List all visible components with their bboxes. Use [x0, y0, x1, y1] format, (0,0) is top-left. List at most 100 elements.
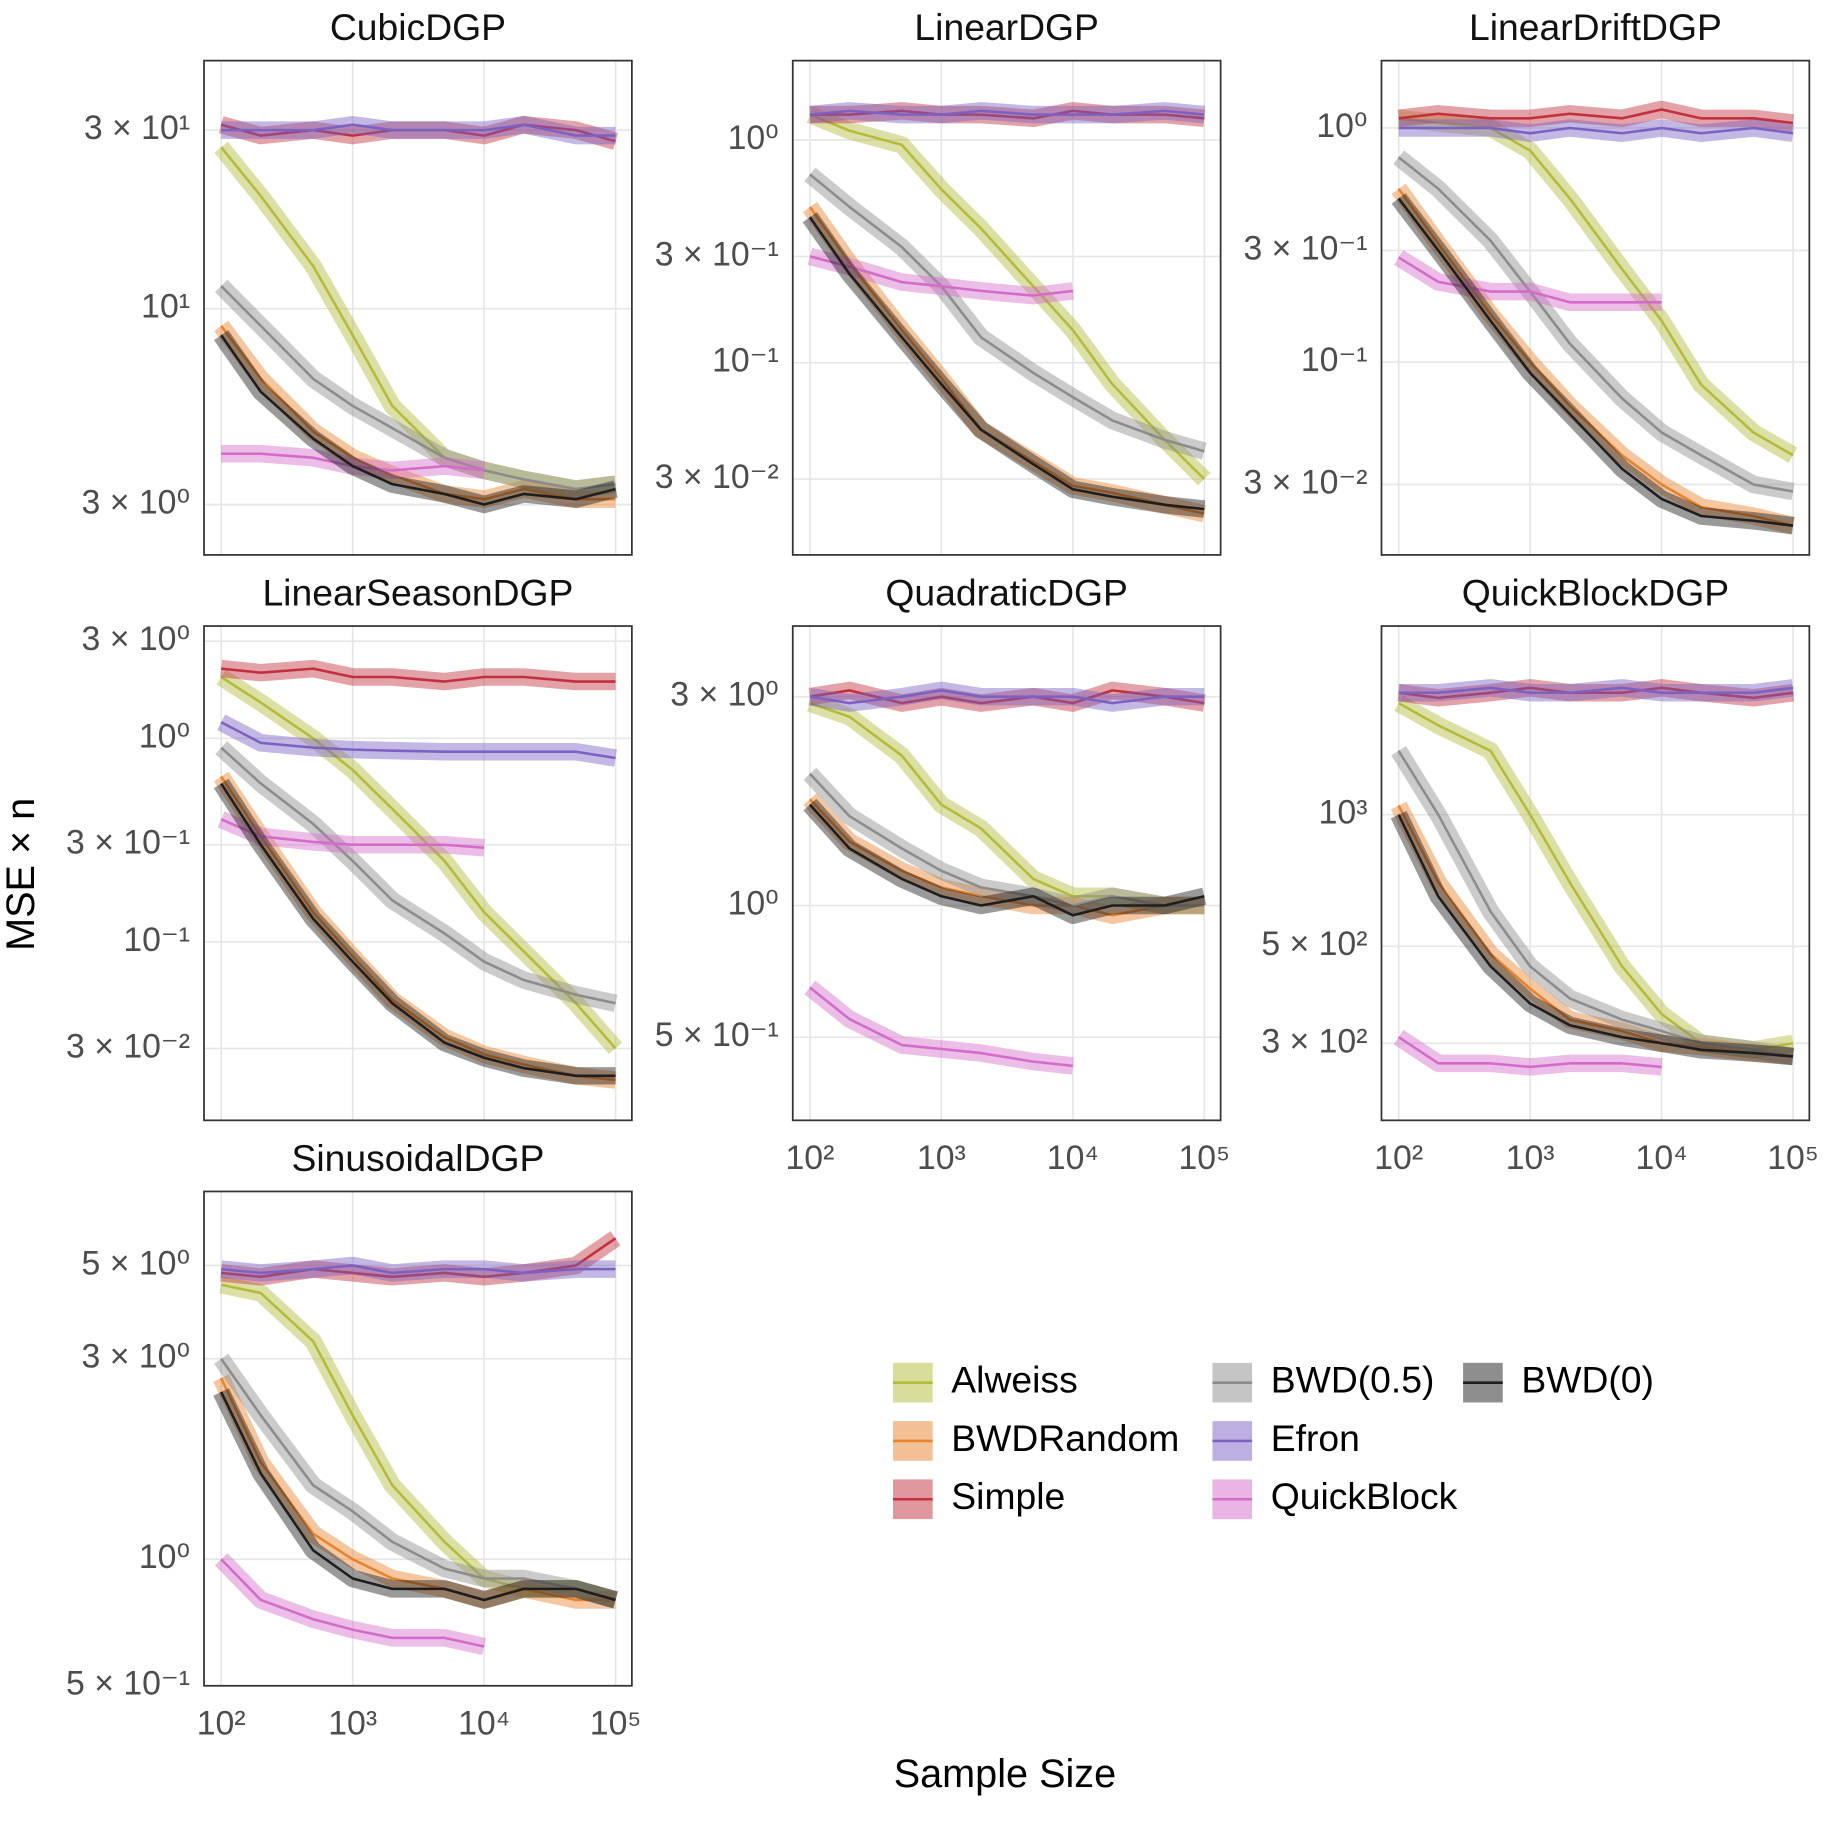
panel-frame — [1380, 59, 1811, 556]
series-line — [809, 173, 1205, 453]
panel-frame — [203, 1190, 633, 1687]
y-tick-label: 3 × 10⁻² — [1244, 463, 1368, 501]
series-line — [220, 285, 616, 491]
x-axis-label: Sample Size — [894, 1752, 1116, 1796]
series-line — [809, 113, 1206, 481]
x-tick-label: 10⁴ — [1636, 1139, 1688, 1177]
series-line — [220, 782, 616, 1078]
y-tick-label: 3 × 10² — [1261, 1022, 1367, 1060]
y-tick-label: 3 × 10⁻² — [655, 458, 779, 496]
series-line — [1397, 156, 1794, 493]
series-line — [808, 772, 1205, 907]
panel-title: LinearSeasonDGP — [262, 572, 573, 614]
series-line — [1397, 256, 1662, 304]
y-tick-label: 10⁻¹ — [712, 342, 779, 380]
series-line — [1398, 686, 1794, 700]
y-tick-label: 3 × 10⁻¹ — [66, 824, 190, 862]
panel-frame — [791, 59, 1222, 556]
y-tick-label: 10¹ — [141, 288, 190, 326]
series-line — [1397, 187, 1794, 527]
series-line — [221, 123, 616, 137]
series-line — [1397, 197, 1794, 527]
series-line — [1398, 108, 1794, 125]
x-tick-label: 10² — [1374, 1139, 1423, 1177]
y-tick-label: 5 × 10⁰ — [82, 1244, 190, 1282]
legend-label: BWD(0) — [1521, 1359, 1654, 1401]
panel-frame — [1380, 625, 1811, 1122]
plot-area — [213, 1231, 621, 1656]
legend-label: Alweiss — [951, 1359, 1077, 1401]
series-line — [1397, 750, 1794, 1058]
series-line — [1398, 686, 1794, 695]
y-tick-label: 3 × 10⁰ — [82, 483, 190, 521]
legend-label: Efron — [1271, 1417, 1360, 1459]
y-axis-label: MSE × n — [0, 798, 43, 951]
legend-label: Simple — [951, 1475, 1065, 1517]
plot-area — [213, 115, 618, 514]
y-tick-label: 10⁻¹ — [1301, 341, 1368, 379]
panel-title: LinearDGP — [914, 6, 1099, 48]
y-tick-label: 10⁰ — [728, 884, 779, 922]
series-line — [220, 675, 617, 1050]
panel-frame — [791, 625, 1222, 1122]
legend-label: BWDRandom — [951, 1417, 1179, 1459]
y-tick-label: 10⁰ — [728, 119, 779, 157]
series-line — [1397, 1036, 1662, 1069]
series-line — [221, 1237, 617, 1279]
series-line — [220, 721, 616, 760]
y-tick-label: 5 × 10⁻¹ — [66, 1665, 190, 1703]
series-line — [809, 986, 1074, 1068]
x-tick-label: 10⁵ — [1767, 1139, 1819, 1177]
series-line — [1397, 814, 1794, 1058]
series-line — [221, 1264, 616, 1275]
plot-area — [1390, 679, 1795, 1076]
series-line — [809, 689, 1205, 705]
y-tick-label: 10³ — [1319, 794, 1368, 832]
panel-title: QuadraticDGP — [885, 572, 1128, 614]
y-tick-label: 10⁰ — [139, 1538, 190, 1576]
y-tick-label: 10⁻¹ — [123, 921, 190, 959]
series-line — [808, 216, 1205, 511]
x-tick-label: 10⁴ — [1047, 1139, 1099, 1177]
series-line — [809, 689, 1205, 705]
series-line — [219, 1377, 616, 1602]
series-line — [220, 818, 485, 850]
plot-area — [802, 102, 1211, 523]
y-tick-label: 3 × 10⁰ — [670, 676, 778, 714]
x-tick-label: 10³ — [328, 1704, 377, 1742]
series-line — [220, 334, 616, 506]
x-tick-label: 10³ — [1506, 1139, 1555, 1177]
legend-label: QuickBlock — [1271, 1475, 1458, 1517]
series-line — [220, 1358, 616, 1602]
legend-label: BWD(0.5) — [1271, 1359, 1435, 1401]
panel-title: QuickBlockDGP — [1462, 572, 1729, 614]
x-tick-label: 10² — [197, 1704, 246, 1742]
plot-area — [213, 659, 623, 1089]
y-tick-label: 5 × 10⁻¹ — [655, 1016, 779, 1054]
y-tick-label: 3 × 10⁻¹ — [655, 235, 779, 273]
y-tick-label: 10⁰ — [139, 717, 190, 755]
series-line — [1398, 126, 1794, 135]
series-line — [809, 255, 1074, 297]
panel-frame — [203, 625, 633, 1122]
series-line — [1397, 804, 1794, 1058]
y-tick-label: 5 × 10² — [1261, 925, 1367, 963]
y-tick-label: 3 × 10⁻² — [66, 1027, 190, 1065]
series-line — [220, 1558, 485, 1648]
x-tick-label: 10³ — [917, 1139, 966, 1177]
series-line — [220, 325, 616, 501]
series-line — [1398, 117, 1794, 457]
panel-title: CubicDGP — [330, 6, 506, 48]
x-tick-label: 10⁴ — [458, 1704, 510, 1742]
series-line — [220, 746, 616, 1005]
y-tick-label: 10⁰ — [1316, 107, 1367, 145]
y-tick-label: 3 × 10⁰ — [82, 1338, 190, 1376]
x-tick-label: 10⁵ — [1179, 1139, 1231, 1177]
panel-title: SinusoidalDGP — [291, 1137, 544, 1179]
series-line — [808, 803, 1205, 917]
series-line — [220, 1391, 616, 1602]
plot-area — [1391, 100, 1798, 535]
x-tick-label: 10⁵ — [590, 1704, 642, 1742]
